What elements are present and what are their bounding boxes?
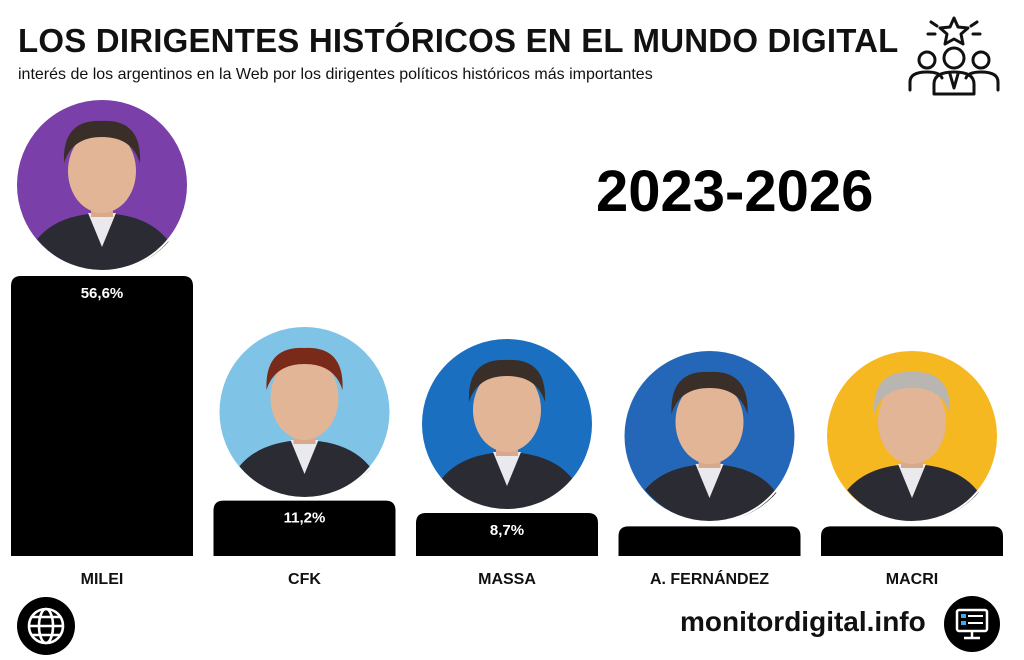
avatar-massa xyxy=(420,337,594,511)
category-label: A. FERNÁNDEZ xyxy=(650,569,769,588)
people-star-icon xyxy=(908,16,1000,96)
chart-title: LOS DIRIGENTES HISTÓRICOS EN EL MUNDO DI… xyxy=(18,22,899,59)
chart-subtitle: interés de los argentinos en la Web por … xyxy=(18,66,653,83)
avatar-macri xyxy=(825,349,999,523)
monitor-icon xyxy=(944,596,1000,652)
bar-value-label: 8,7% xyxy=(490,522,524,539)
category-label: MILEI xyxy=(81,571,124,588)
bar-massa xyxy=(416,512,598,556)
bar-chart: 56,6% MILEI 11,2% CFK 8,7% MASSA A. FERNÁNDEZ M… xyxy=(11,98,1003,588)
bar-milei xyxy=(11,276,193,556)
bar-a-fern-ndez xyxy=(618,526,801,556)
period-label: 2023-2026 xyxy=(596,159,874,224)
bar-value-label: 56,6% xyxy=(81,285,124,302)
bar-cfk xyxy=(213,500,396,556)
category-label: MASSA xyxy=(478,571,536,588)
avatar-cfk xyxy=(217,325,392,499)
category-label: CFK xyxy=(288,571,321,588)
avatar-milei xyxy=(15,98,189,272)
globe-icon xyxy=(17,597,75,655)
category-label: MACRI xyxy=(886,571,938,588)
site-url[interactable]: monitordigital.info xyxy=(680,606,926,637)
avatar-a-fern-ndez xyxy=(622,349,797,523)
bar-macri xyxy=(821,526,1003,556)
bar-value-label: 11,2% xyxy=(284,510,326,527)
